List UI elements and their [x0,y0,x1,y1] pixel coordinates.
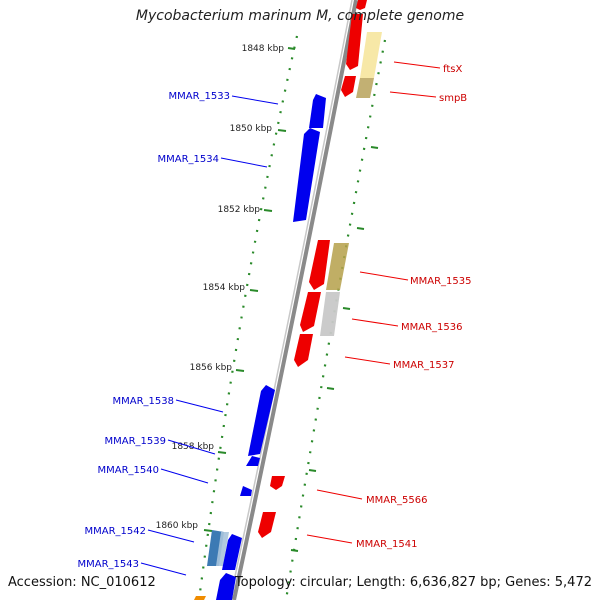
gene-arrow-MMAR_1539[interactable] [246,456,260,466]
gene-band-ftsX [360,32,382,78]
gene-arrow-MMAR_1541[interactable] [258,512,276,538]
gene-label-smpB[interactable]: smpB [439,93,467,104]
kbp-tick [203,529,213,532]
gene-label-MMAR_1533[interactable]: MMAR_1533 [169,91,231,102]
kbp-label: 1848 kbp [242,44,285,54]
gene-arrow-bottom[interactable] [216,573,236,600]
gene-label-MMAR_1534[interactable]: MMAR_1534 [158,154,220,165]
gene-arrow-MMAR_1533[interactable] [309,94,326,128]
right-dotted-guide [284,39,387,601]
kbp-label: 1856 kbp [190,363,233,373]
kbp-label: 1850 kbp [230,124,273,134]
gene-arrow-top[interactable] [356,0,367,10]
gene-arrow-MMAR_1538[interactable] [248,385,275,456]
gene-arrow-MMAR_1535[interactable] [309,240,330,290]
kbp-tick [263,209,273,212]
gene-label-ftsX[interactable]: ftsX [443,64,462,75]
gene-band-smpB [356,78,374,98]
kbp-scale: 1848 kbp 1850 kbp 1852 kbp 1854 kbp 1856… [156,44,296,532]
gene-labels: ftsX smpB MMAR_1535 MMAR_1536 MMAR_1537 … [78,64,472,570]
kbp-tick [235,369,245,372]
genome-summary: Topology: circular; Length: 6,636,827 bp… [234,575,592,590]
gene-arrow-MMAR_1540[interactable] [240,486,252,496]
gene-label-MMAR_1535[interactable]: MMAR_1535 [410,276,472,287]
gene-arrow-ftsX[interactable] [346,14,363,70]
kbp-tick [287,47,296,50]
right-guide-ticks [290,146,379,552]
gene-arrow-MMAR_1536[interactable] [300,292,321,332]
gene-band-MMAR_1535 [326,243,349,290]
label-leaders [140,61,441,576]
plus-strand-genes [258,0,382,538]
gene-arrow-orange[interactable] [194,596,206,600]
kbp-tick [249,289,259,292]
accession-label: Accession: NC_010612 [8,575,156,590]
gene-arrow-MMAR_5566[interactable] [270,476,285,490]
gene-label-MMAR_1539[interactable]: MMAR_1539 [105,436,167,447]
gene-band-MMAR_1536 [320,292,340,336]
genome-title: Mycobacterium marinum M, complete genome [135,8,465,24]
gene-label-MMAR_1538[interactable]: MMAR_1538 [113,396,175,407]
gene-arrow-smpB[interactable] [341,76,356,97]
genome-backbone-shadow [229,0,353,601]
kbp-label: 1860 kbp [156,521,199,531]
kbp-label: 1852 kbp [218,205,261,215]
minus-strand-genes [194,94,326,600]
gene-label-MMAR_5566[interactable]: MMAR_5566 [366,495,428,506]
gene-label-MMAR_1541[interactable]: MMAR_1541 [356,539,418,550]
gene-arrow-MMAR_1543[interactable] [222,534,242,570]
gene-band-MMAR_1542 [216,532,229,566]
genome-backbone [232,0,358,601]
gene-label-MMAR_1542[interactable]: MMAR_1542 [85,526,147,537]
gene-label-MMAR_1536[interactable]: MMAR_1536 [401,322,463,333]
gene-arrow-MMAR_1537[interactable] [294,334,313,367]
kbp-label: 1854 kbp [203,283,246,293]
gene-label-MMAR_1543[interactable]: MMAR_1543 [78,559,140,570]
kbp-tick [277,129,287,132]
kbp-tick [217,451,227,454]
gene-label-MMAR_1540[interactable]: MMAR_1540 [98,465,160,476]
gene-arrow-MMAR_1534[interactable] [293,128,320,222]
gene-label-MMAR_1537[interactable]: MMAR_1537 [393,360,455,371]
